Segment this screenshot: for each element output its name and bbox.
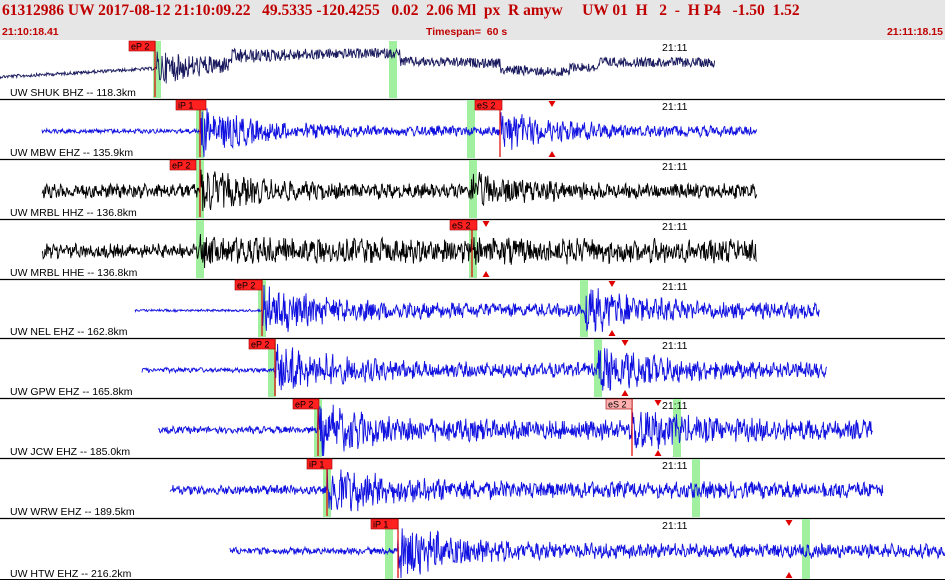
waveform xyxy=(41,169,758,212)
minute-mark: 21:11 xyxy=(662,460,688,472)
pick-label-box[interactable] xyxy=(128,40,156,52)
pick-window xyxy=(580,280,588,337)
arrival-marker-top xyxy=(785,520,793,526)
trace-panel[interactable]: iP 1 21:11 UW HTW EHZ -- 216.2km xyxy=(10,518,945,580)
pick-label: eP 2 xyxy=(131,42,149,52)
waveform xyxy=(169,466,884,512)
minute-mark: 21:11 xyxy=(662,340,688,352)
waveform xyxy=(134,284,820,332)
start-time: 21:10:18.41 xyxy=(2,26,59,38)
minute-mark: 21:11 xyxy=(662,221,688,233)
pick-window xyxy=(673,399,681,457)
pick-label-box[interactable] xyxy=(605,398,633,410)
station-label: UW NEL EHZ -- 162.8km xyxy=(10,326,128,338)
minute-mark: 21:11 xyxy=(662,281,688,293)
waveform xyxy=(41,233,757,269)
pick-label-box[interactable] xyxy=(449,219,478,231)
station-label: UW HTW EHZ -- 216.2km xyxy=(10,568,132,580)
trace-panel[interactable]: eP 2 21:11 UW MRBL HHZ -- 136.8km xyxy=(10,159,758,219)
waveform xyxy=(157,404,873,457)
arrival-marker-bottom xyxy=(548,151,556,157)
minute-mark: 21:11 xyxy=(662,101,688,113)
waveform xyxy=(41,108,758,158)
pick-label: eS 2 xyxy=(477,101,496,111)
pick-window xyxy=(389,41,397,98)
pick-label: eS 2 xyxy=(452,221,471,231)
pick-label: eP 2 xyxy=(237,281,255,291)
pick-window xyxy=(268,339,276,397)
station-label: UW MBW EHZ -- 135.9km xyxy=(10,147,133,159)
pick-label: eP 2 xyxy=(172,161,190,171)
pick-window xyxy=(802,519,810,579)
station-label: UW JCW EHZ -- 185.0km xyxy=(10,446,130,458)
event-summary-line: 61312986 UW 2017-08-12 21:10:09.22 49.53… xyxy=(2,2,800,19)
pick-window xyxy=(692,459,700,517)
pick-label-box[interactable] xyxy=(175,99,207,111)
trace-panel[interactable]: eP 2 eS 2 21:11 UW JCW EHZ -- 185.0km xyxy=(10,398,873,458)
trace-panel[interactable]: iP 1 eS 2 21:11 UW MBW EHZ -- 135.9km xyxy=(10,99,758,159)
arrival-marker-top xyxy=(654,400,662,406)
seismogram-traces[interactable]: eP 2 21:11 UW SHUK BHZ -- 118.3km iP 1 eS 2 2… xyxy=(0,40,945,580)
arrival-marker-top xyxy=(621,340,629,346)
pick-label: eP 2 xyxy=(251,340,269,350)
arrival-marker-bottom xyxy=(482,271,490,277)
trace-panel[interactable]: eP 2 21:11 UW GPW EHZ -- 165.8km xyxy=(10,338,828,398)
arrival-marker-bottom xyxy=(654,450,662,456)
trace-panel[interactable]: eP 2 21:11 UW NEL EHZ -- 162.8km xyxy=(10,279,820,338)
station-label: UW MRBL HHZ -- 136.8km xyxy=(10,207,137,219)
minute-mark: 21:11 xyxy=(662,42,688,54)
pick-label: iP 1 xyxy=(309,460,324,470)
pick-label-box[interactable] xyxy=(234,279,263,291)
pick-label: iP 1 xyxy=(178,101,193,111)
waveform xyxy=(141,343,828,391)
pick-label-box[interactable] xyxy=(474,99,503,111)
station-label: UW SHUK BHZ -- 118.3km xyxy=(10,87,136,99)
arrival-marker-bottom xyxy=(621,390,629,396)
pick-label-box[interactable] xyxy=(169,159,197,171)
end-time: 21:11:18.15 xyxy=(886,26,943,38)
pick-label-box[interactable] xyxy=(370,518,399,530)
arrival-marker-top xyxy=(482,221,490,227)
pick-label-box[interactable] xyxy=(248,338,276,350)
station-label: UW WRW EHZ -- 189.5km xyxy=(10,506,135,518)
waveform xyxy=(229,528,945,579)
pick-label: eP 2 xyxy=(295,400,313,410)
arrival-marker-bottom xyxy=(608,330,616,336)
pick-label: iP 1 xyxy=(373,520,388,530)
timespan: Timespan= 60 s xyxy=(426,26,508,38)
trace-panel[interactable]: eP 2 21:11 UW SHUK BHZ -- 118.3km xyxy=(0,40,716,99)
trace-panel[interactable]: eS 2 21:11 UW MRBL HHE -- 136.8km xyxy=(10,219,757,279)
pick-label: eS 2 xyxy=(608,400,627,410)
trace-panel[interactable]: iP 1 21:11 UW WRW EHZ -- 189.5km xyxy=(10,458,884,518)
station-label: UW GPW EHZ -- 165.8km xyxy=(10,386,133,398)
arrival-marker-top xyxy=(548,101,556,107)
waveform xyxy=(0,47,716,84)
pick-label-box[interactable] xyxy=(292,398,320,410)
pick-label-box[interactable] xyxy=(306,458,333,470)
pick-window xyxy=(467,100,475,158)
minute-mark: 21:11 xyxy=(662,161,688,173)
minute-mark: 21:11 xyxy=(662,400,688,412)
station-label: UW MRBL HHE -- 136.8km xyxy=(10,267,138,279)
minute-mark: 21:11 xyxy=(662,520,688,532)
arrival-marker-bottom xyxy=(785,572,793,578)
event-header: 61312986 UW 2017-08-12 21:10:09.22 49.53… xyxy=(0,0,945,40)
arrival-marker-top xyxy=(608,281,616,287)
seismogram-panel[interactable]: eP 2 21:11 UW SHUK BHZ -- 118.3km iP 1 eS 2 2… xyxy=(0,40,945,580)
pick-window xyxy=(196,220,204,278)
